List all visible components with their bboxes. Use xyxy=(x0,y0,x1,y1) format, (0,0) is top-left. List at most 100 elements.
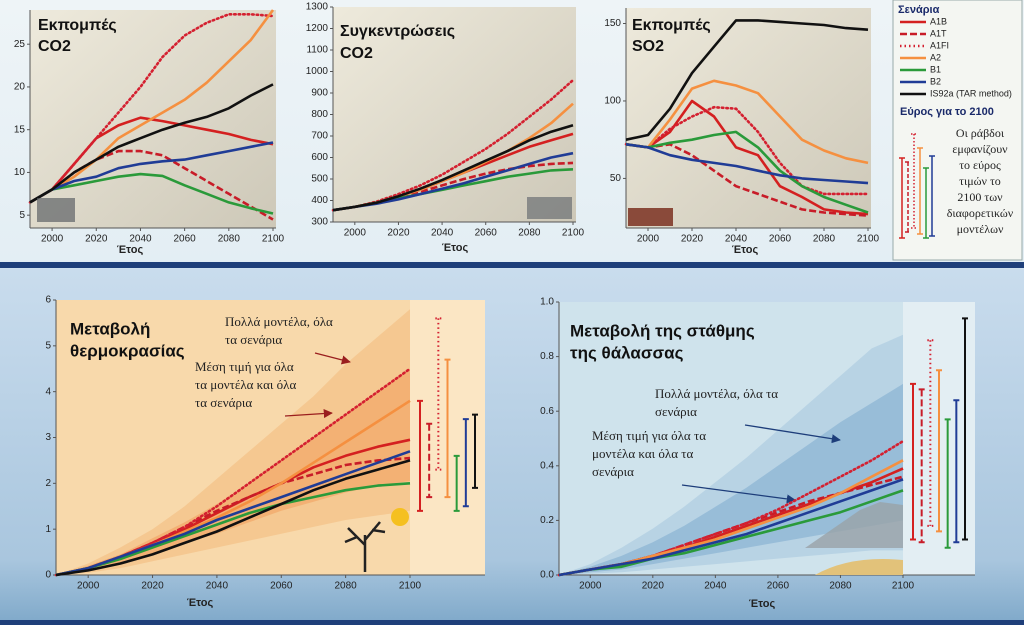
x-tick-label: 2100 xyxy=(262,234,285,245)
chart-title: CO2 xyxy=(340,45,373,62)
legend-note-line: το εύρος xyxy=(959,158,1001,172)
truck xyxy=(527,197,572,219)
y-tick-label: 4 xyxy=(45,386,51,397)
y-tick-label: 1300 xyxy=(306,2,329,13)
x-tick-label: 2000 xyxy=(77,581,100,592)
y-tick-label: 900 xyxy=(311,88,328,99)
range-bar xyxy=(962,317,968,541)
x-axis-label: Έτος xyxy=(442,242,469,254)
x-axis-label: Έτος xyxy=(749,598,776,610)
legend-range-bars xyxy=(899,133,935,239)
y-tick-label: 100 xyxy=(604,96,621,107)
annotation-arrow xyxy=(314,352,351,365)
chart-title: της θάλασσας xyxy=(570,343,684,362)
y-tick-label: 400 xyxy=(311,195,328,206)
series-line xyxy=(29,149,274,221)
divider xyxy=(0,262,1024,268)
series-line xyxy=(624,105,870,196)
sun xyxy=(391,508,409,526)
x-tick-label: 2020 xyxy=(85,234,108,245)
x-tick-label: 2000 xyxy=(579,581,602,592)
sand xyxy=(815,559,903,575)
x-tick-label: 2020 xyxy=(681,234,704,245)
x-tick-label: 2060 xyxy=(767,581,790,592)
x-tick-label: 2100 xyxy=(892,581,915,592)
legend-note-line: διαφορετικών xyxy=(947,206,1014,220)
decorations xyxy=(37,197,903,575)
y-tick-label: 0.0 xyxy=(540,570,554,581)
legend-label: A1FI xyxy=(930,40,949,50)
legend-note-line: μοντέλων xyxy=(957,222,1004,236)
x-tick-label: 2080 xyxy=(518,228,541,239)
annotation: τα σενάρια xyxy=(195,395,252,410)
series-line xyxy=(55,459,411,577)
x-tick-label: 2060 xyxy=(475,228,498,239)
y-tick-label: 0.2 xyxy=(540,515,554,526)
range-bar xyxy=(936,369,942,533)
y-tick-label: 2 xyxy=(45,478,51,489)
legend-label: B1 xyxy=(930,64,941,74)
annotation: Πολλά μοντέλα, όλα τα xyxy=(655,386,778,401)
range-bar xyxy=(417,399,423,512)
series-line xyxy=(332,124,574,212)
x-tick-label: 2080 xyxy=(218,234,241,245)
x-tick-label: 2040 xyxy=(725,234,748,245)
legend-note-line: τιμών το xyxy=(959,174,1001,188)
series-line xyxy=(558,489,904,577)
series-line xyxy=(29,83,274,204)
series-line xyxy=(29,172,274,215)
range-bar xyxy=(918,388,925,544)
y-tick-label: 6 xyxy=(45,295,51,306)
legend-label: IS92a (TAR method) xyxy=(930,88,1012,98)
y-tick-label: 1.0 xyxy=(540,297,554,308)
y-tick-label: 150 xyxy=(604,18,621,29)
x-tick-label: 2040 xyxy=(704,581,727,592)
x-tick-label: 2020 xyxy=(141,581,164,592)
annotation-arrow xyxy=(744,424,841,444)
y-tick-label: 3 xyxy=(45,432,51,443)
y-tick-label: 0.6 xyxy=(540,406,554,417)
series-line xyxy=(625,143,869,185)
chart-title: Συγκεντρώσεις xyxy=(340,23,455,40)
y-tick-label: 500 xyxy=(311,174,328,185)
range-bar xyxy=(453,454,460,512)
x-tick-label: 2100 xyxy=(399,581,422,592)
chart-title: SO2 xyxy=(632,38,664,55)
range-bar xyxy=(462,418,469,508)
y-tick-label: 50 xyxy=(610,173,622,184)
y-tick-label: 10 xyxy=(14,167,26,178)
legend-label: A1T xyxy=(930,28,947,38)
divider xyxy=(0,620,1024,625)
x-tick-label: 2080 xyxy=(335,581,358,592)
truck xyxy=(37,198,75,222)
x-axis-label: Έτος xyxy=(187,597,214,609)
legend-note-line: Οι ράβδοι xyxy=(956,126,1005,140)
range-bar xyxy=(472,413,478,489)
y-tick-label: 0.8 xyxy=(540,351,554,362)
range-bar xyxy=(910,382,916,541)
chart-title: Μεταβολή xyxy=(70,319,150,338)
series-line xyxy=(625,79,869,165)
range-bar xyxy=(944,418,951,549)
x-tick-label: 2080 xyxy=(829,581,852,592)
series-line xyxy=(29,141,274,204)
series-line xyxy=(55,482,411,577)
range-bar xyxy=(444,358,451,499)
x-tick-label: 2000 xyxy=(344,228,367,239)
chart-title: CO2 xyxy=(38,38,71,55)
chart-title: θερμοκρασίας xyxy=(70,341,185,360)
legend-note-line: εμφανίζουν xyxy=(952,142,1008,156)
legend-note: Οι ράβδοι εμφανίζουν το εύρος τιμών το 2100 … xyxy=(947,126,1014,236)
x-tick-label: 2060 xyxy=(769,234,792,245)
range-bar xyxy=(426,422,433,499)
annotation: Πολλά μοντέλα, όλα xyxy=(225,314,333,329)
annotation: σενάρια xyxy=(592,464,634,479)
y-tick-label: 1100 xyxy=(306,45,328,56)
legend-label: A1B xyxy=(930,16,947,26)
x-tick-label: 2040 xyxy=(129,234,152,245)
x-tick-label: 2060 xyxy=(270,581,293,592)
chart-title: Μεταβολή της στάθμης xyxy=(570,321,755,340)
annotation: τα σενάρια xyxy=(225,332,282,347)
